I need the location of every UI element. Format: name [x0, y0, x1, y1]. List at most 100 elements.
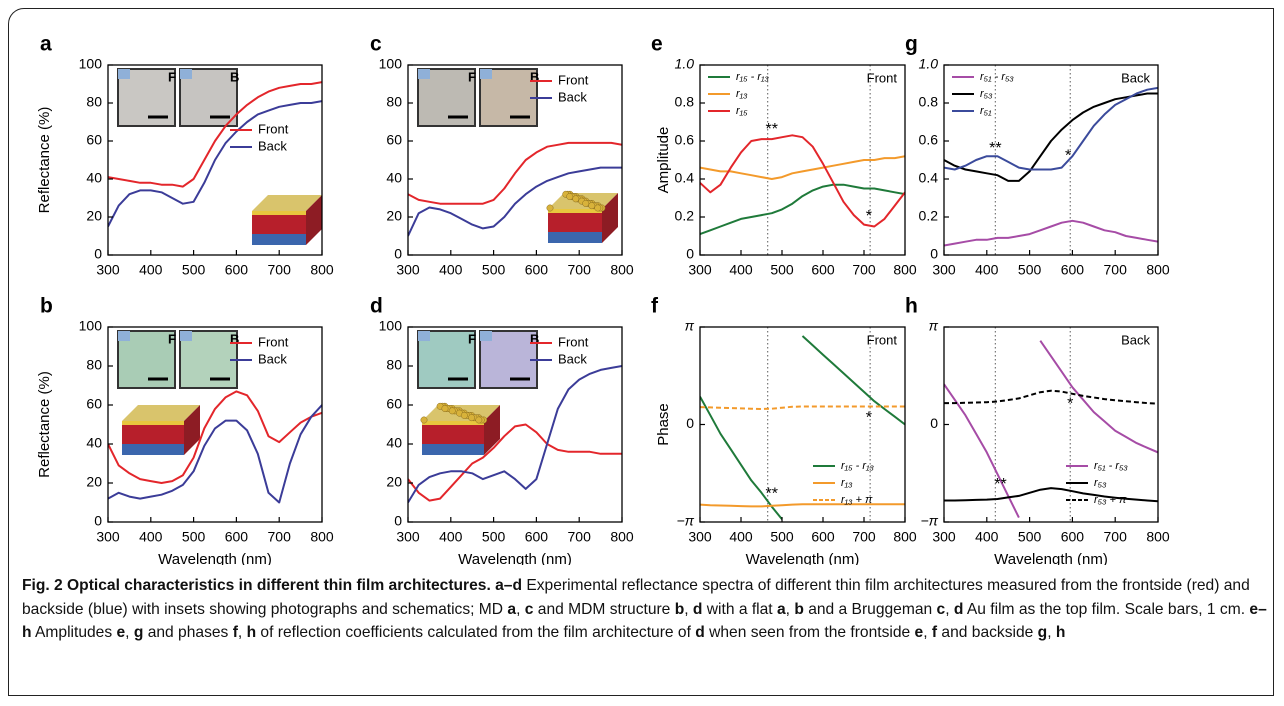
caption-text: and a Bruggeman	[803, 600, 937, 618]
y-tick-label: 1.0	[675, 56, 695, 72]
caption-bold: f	[931, 624, 938, 641]
panel-label: d	[370, 295, 383, 318]
series-line	[944, 86, 1158, 171]
panel-note: Front	[867, 332, 898, 347]
series-line	[944, 92, 1158, 182]
inset-label: F	[468, 69, 476, 84]
caption-text: and phases	[143, 624, 233, 641]
inset-label: F	[468, 331, 476, 346]
x-tick-label: 600	[225, 262, 249, 278]
schematic-layer	[548, 209, 602, 213]
inset-tape	[418, 69, 430, 79]
y-tick-label: 0.8	[675, 94, 695, 110]
series-line	[700, 183, 905, 236]
y-tick-label: π	[929, 318, 939, 334]
series-line	[108, 404, 322, 504]
figure-frame	[8, 8, 1274, 696]
x-tick-label: 800	[1146, 262, 1170, 278]
caption-bold: e–h	[22, 600, 1267, 642]
schematic-grain	[460, 411, 468, 419]
y-axis-label: Reflectance (%)	[36, 107, 53, 214]
caption-text: Amplitudes	[31, 624, 117, 641]
x-tick-label: 400	[729, 262, 753, 278]
legend-label: Front	[558, 334, 589, 349]
schematic-side	[184, 405, 200, 455]
caption-bold: Fig. 2 Optical characteristics in differ…	[22, 577, 523, 594]
plot-frame	[107, 64, 323, 256]
schematic-layer	[252, 234, 306, 245]
legend-label: r₁₃	[841, 477, 853, 489]
inset-label: B	[530, 331, 539, 346]
caption-bold: b	[794, 600, 804, 618]
y-tick-label: 0	[686, 415, 694, 431]
schematic-layer	[422, 425, 484, 444]
y-tick-label: 80	[386, 357, 402, 373]
legend-label: r₁₅	[736, 105, 748, 117]
legend-label: r₅₁	[980, 105, 992, 117]
annotation: *	[1067, 396, 1073, 413]
y-tick-label: 80	[386, 94, 402, 110]
y-tick-label: 60	[386, 396, 402, 412]
legend-label: r₁₃ + π	[841, 494, 873, 506]
panel-label: g	[905, 33, 918, 56]
inset-tape	[480, 69, 492, 79]
annotation: **	[994, 476, 1006, 493]
annotation: **	[989, 140, 1001, 157]
panel-label: a	[40, 33, 52, 56]
caption-text: when seen from the frontside	[704, 624, 915, 641]
inset-tape	[418, 331, 430, 341]
x-tick-label: 300	[932, 262, 956, 278]
schematic-layer	[252, 215, 306, 234]
x-tick-label: 700	[568, 262, 592, 278]
x-tick-label: 300	[688, 262, 712, 278]
x-tick-label: 500	[482, 262, 506, 278]
caption-bold: h	[246, 624, 257, 641]
x-tick-label: 700	[1104, 262, 1128, 278]
x-tick-label: 800	[310, 529, 334, 545]
panel-label: e	[651, 33, 663, 56]
plot-area	[700, 327, 905, 522]
y-tick-label: 0	[686, 246, 694, 262]
panel-note: Front	[867, 70, 898, 85]
annotation: *	[1065, 147, 1071, 164]
x-tick-label: 300	[396, 529, 420, 545]
caption-text: ,	[237, 624, 247, 641]
caption-text: Experimental reflectance spectra of diff…	[22, 577, 1250, 618]
legend-label: Back	[558, 351, 587, 366]
caption-text: and backside	[937, 624, 1038, 641]
caption-text: of reflection coefficients calculated fr…	[256, 624, 696, 641]
schematic-grain	[441, 405, 449, 413]
inset-label: F	[168, 331, 176, 346]
legend-label: r₅₁ - r₅₃	[1094, 460, 1128, 472]
x-tick-label: 700	[1104, 529, 1128, 545]
schematic-side	[484, 405, 500, 455]
panel-note: Back	[1121, 70, 1150, 85]
y-tick-label: 0.4	[919, 170, 939, 186]
schematic-grain	[566, 193, 574, 201]
x-tick-label: 800	[893, 262, 917, 278]
x-tick-label: 300	[932, 529, 956, 545]
inset-label: B	[230, 331, 239, 346]
legend-label: Back	[258, 138, 287, 153]
legend-label: r₅₃ + π	[1094, 494, 1127, 506]
caption: Fig. 2 Optical characteristics in differ…	[22, 574, 1267, 645]
series-line	[408, 365, 622, 504]
x-axis-label: Wavelength (nm)	[458, 551, 572, 565]
x-tick-label: 600	[811, 262, 835, 278]
legend-label: r₁₅ - r₁₃	[841, 460, 874, 472]
series-line	[944, 340, 1158, 519]
y-tick-label: 100	[379, 318, 403, 334]
caption-text: ,	[923, 624, 932, 641]
schematic-top	[122, 405, 200, 421]
y-tick-label: 40	[86, 170, 102, 186]
x-tick-label: 500	[182, 529, 206, 545]
legend-label: Front	[258, 121, 289, 136]
plot-frame	[699, 64, 906, 256]
y-tick-label: 0	[394, 513, 402, 529]
plot-area	[408, 365, 622, 504]
x-tick-label: 800	[893, 529, 917, 545]
y-tick-label: 40	[386, 170, 402, 186]
y-tick-label: 0.4	[675, 170, 695, 186]
schematic-layer	[548, 232, 602, 243]
plot-area	[700, 65, 905, 255]
